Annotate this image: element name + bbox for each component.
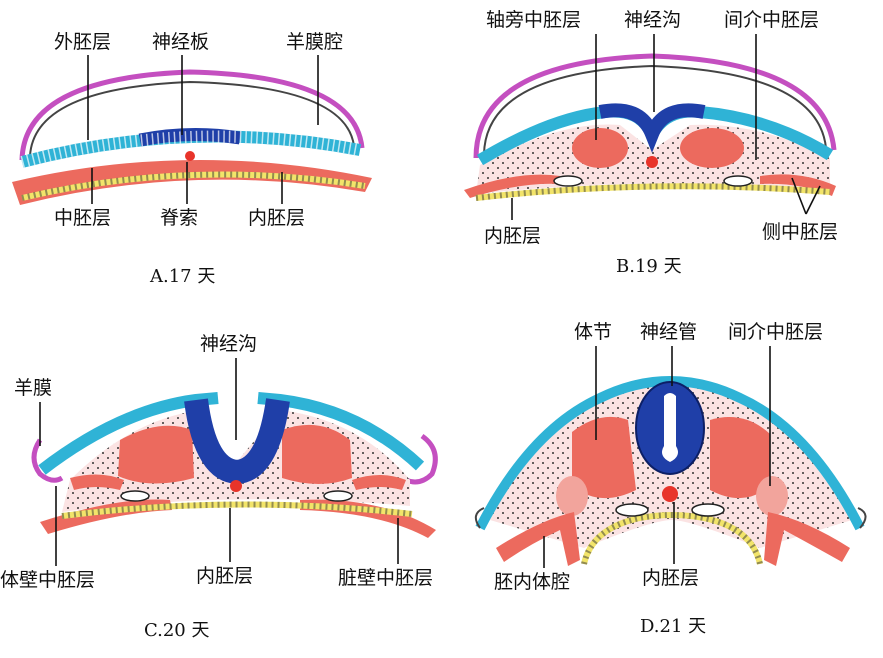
somite-left <box>572 416 636 499</box>
neural-groove-fold <box>184 398 290 485</box>
lateral-mesoderm <box>464 174 560 198</box>
caption-a: A.17 天 <box>149 266 215 287</box>
endoderm-layer <box>21 171 366 201</box>
label-neural-groove: 神经沟 <box>200 333 257 355</box>
label-lateral-mesoderm: 侧中胚层 <box>762 221 838 243</box>
notochord <box>646 156 658 168</box>
label-amniotic-cavity: 羊膜腔 <box>286 31 343 53</box>
somite-right <box>710 417 770 499</box>
label-intermediate-mesoderm: 间介中胚层 <box>728 321 823 343</box>
amnion-right <box>405 433 438 485</box>
caption-c: C.20 天 <box>144 620 209 641</box>
label-mesoderm: 中胚层 <box>54 207 111 229</box>
notochord <box>662 486 678 502</box>
dorsal-aorta-left <box>120 490 150 502</box>
neural-groove-plate <box>598 103 706 153</box>
label-intraembryonic-coelom: 胚内体腔 <box>494 571 570 593</box>
paraxial-mesoderm-right <box>282 424 352 484</box>
label-somite: 体节 <box>574 321 612 343</box>
label-neural-tube: 神经管 <box>640 321 697 343</box>
paraxial-mesoderm-left <box>118 425 194 484</box>
amnion-membrane <box>19 69 365 161</box>
neural-plate <box>138 127 242 147</box>
paraxial-mesoderm-right <box>680 128 744 168</box>
label-endoderm: 内胚层 <box>484 225 541 247</box>
caption-b: B.19 天 <box>616 256 682 277</box>
panel-d: 体节 神经管 间介中胚层 胚内体腔 内胚层 D.21 天 <box>474 321 867 637</box>
amnion-left <box>31 438 64 483</box>
label-notochord: 脊索 <box>160 207 198 229</box>
intermediate-mesoderm-right <box>756 476 788 516</box>
label-amnion: 羊膜 <box>14 377 52 399</box>
somatic-mesoderm-band <box>70 474 124 490</box>
amnion-inner <box>483 64 827 155</box>
label-paraxial-mesoderm: 轴旁中胚层 <box>486 9 581 31</box>
lateral-plate-right <box>764 512 850 566</box>
label-intermediate-mesoderm: 间介中胚层 <box>724 9 819 31</box>
label-endoderm: 内胚层 <box>248 207 305 229</box>
dorsal-aorta-right <box>723 175 753 187</box>
intermediate-mesoderm-left <box>556 476 588 516</box>
dorsal-aorta-left <box>615 503 649 517</box>
panel-b: 轴旁中胚层 神经沟 间介中胚层 内胚层 侧中胚层 B.19 天 <box>464 9 838 277</box>
paraxial-mesoderm-left <box>572 128 628 168</box>
label-splanchnic-mesoderm: 脏壁中胚层 <box>338 567 433 589</box>
dorsal-aorta-right <box>323 490 353 502</box>
caption-d: D.21 天 <box>640 616 706 637</box>
notochord <box>185 151 195 161</box>
label-ectoderm: 外胚层 <box>54 31 111 53</box>
label-endoderm: 内胚层 <box>642 567 699 589</box>
mesoderm-layer <box>12 159 372 205</box>
label-neural-plate: 神经板 <box>152 31 209 53</box>
dorsal-aorta-left <box>553 175 583 187</box>
panel-a: 外胚层 神经板 羊膜腔 中胚层 脊索 内胚层 A.17 天 <box>12 31 372 287</box>
neural-canal <box>662 393 678 462</box>
amnion-membrane <box>473 53 837 159</box>
lateral-plate-left <box>496 512 580 566</box>
panel-c: 神经沟 羊膜 体壁中胚层 内胚层 脏壁中胚层 C.20 天 <box>0 333 438 641</box>
label-neural-groove: 神经沟 <box>624 9 681 31</box>
dorsal-aorta-right <box>691 503 725 517</box>
label-somatic-mesoderm: 体壁中胚层 <box>0 569 95 591</box>
amnion-inner <box>29 80 355 157</box>
notochord <box>230 480 242 492</box>
label-endoderm: 内胚层 <box>196 565 253 587</box>
